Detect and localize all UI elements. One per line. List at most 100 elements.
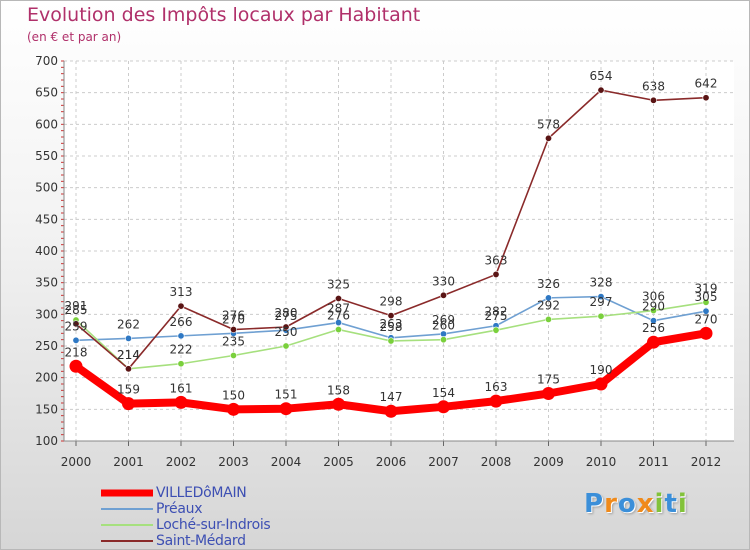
data-point-saint-m-dard bbox=[387, 312, 395, 320]
x-tick-label: 2009 bbox=[533, 455, 564, 469]
data-label-villed-main: 163 bbox=[485, 380, 508, 394]
logo-letter: o bbox=[617, 489, 637, 519]
data-label-pr-aux: 328 bbox=[590, 276, 613, 290]
y-tick-label: 450 bbox=[35, 212, 58, 226]
data-point-villed-main bbox=[437, 400, 450, 414]
data-label-saint-m-dard: 313 bbox=[170, 285, 193, 299]
data-label-pr-aux: 270 bbox=[222, 312, 245, 326]
data-label-loch-sur-indrois: 258 bbox=[380, 320, 403, 334]
data-label-saint-m-dard: 654 bbox=[590, 69, 613, 83]
data-point-villed-main bbox=[122, 397, 135, 411]
x-tick-label: 2001 bbox=[113, 455, 144, 469]
legend-swatch-villedomain bbox=[101, 489, 153, 497]
data-label-loch-sur-indrois: 292 bbox=[537, 298, 560, 312]
data-point-loch-sur-indrois bbox=[492, 326, 500, 334]
data-label-pr-aux: 263 bbox=[380, 317, 403, 331]
data-point-pr-aux bbox=[125, 334, 133, 342]
data-label-pr-aux: 290 bbox=[642, 300, 665, 314]
x-tick-label: 2010 bbox=[586, 455, 617, 469]
x-tick-label: 2011 bbox=[638, 455, 669, 469]
data-point-saint-m-dard bbox=[230, 326, 238, 334]
y-tick-label: 200 bbox=[35, 371, 58, 385]
data-point-saint-m-dard bbox=[125, 365, 133, 373]
data-point-loch-sur-indrois bbox=[230, 351, 238, 359]
data-label-loch-sur-indrois: 297 bbox=[590, 295, 613, 309]
plot-area bbox=[64, 61, 734, 441]
data-point-pr-aux bbox=[649, 317, 657, 325]
x-tick-label: 2004 bbox=[271, 455, 302, 469]
data-point-loch-sur-indrois bbox=[387, 337, 395, 345]
x-tick-label: 2012 bbox=[691, 455, 722, 469]
data-point-saint-m-dard bbox=[544, 134, 552, 142]
y-tick-label: 150 bbox=[35, 402, 58, 416]
data-point-loch-sur-indrois bbox=[702, 298, 710, 306]
chart-subtitle: (en € et par an) bbox=[27, 30, 122, 44]
y-tick-label: 500 bbox=[35, 181, 58, 195]
x-tick-label: 2003 bbox=[218, 455, 249, 469]
data-point-saint-m-dard bbox=[334, 294, 342, 302]
data-label-loch-sur-indrois: 319 bbox=[695, 281, 718, 295]
proxiti-logo: Proxiti bbox=[584, 489, 688, 519]
data-label-saint-m-dard: 276 bbox=[222, 309, 245, 323]
y-tick-label: 300 bbox=[35, 307, 58, 321]
data-label-saint-m-dard: 298 bbox=[380, 295, 403, 309]
data-label-saint-m-dard: 642 bbox=[695, 77, 718, 91]
data-label-villed-main: 175 bbox=[537, 373, 560, 387]
data-point-saint-m-dard bbox=[439, 291, 447, 299]
data-label-villed-main: 159 bbox=[117, 383, 140, 397]
data-point-pr-aux bbox=[334, 319, 342, 327]
data-point-pr-aux bbox=[544, 294, 552, 302]
data-label-pr-aux: 305 bbox=[695, 290, 718, 304]
data-label-pr-aux: 326 bbox=[537, 277, 560, 291]
x-tick-label: 2002 bbox=[166, 455, 197, 469]
data-label-loch-sur-indrois: 250 bbox=[275, 325, 298, 339]
chart-title: Evolution des Impôts locaux par Habitant bbox=[27, 4, 421, 26]
data-point-saint-m-dard bbox=[597, 86, 605, 94]
data-point-saint-m-dard bbox=[649, 96, 657, 104]
data-point-loch-sur-indrois bbox=[282, 342, 290, 350]
data-label-pr-aux: 259 bbox=[65, 319, 88, 333]
data-label-pr-aux: 266 bbox=[170, 315, 193, 329]
data-label-villed-main: 256 bbox=[642, 321, 665, 335]
y-tick-label: 250 bbox=[35, 339, 58, 353]
data-point-villed-main bbox=[699, 326, 713, 340]
data-label-saint-m-dard: 280 bbox=[275, 306, 298, 320]
data-point-saint-m-dard bbox=[702, 94, 710, 102]
data-point-saint-m-dard bbox=[282, 323, 290, 331]
data-label-loch-sur-indrois: 275 bbox=[485, 309, 508, 323]
data-label-loch-sur-indrois: 306 bbox=[642, 290, 665, 304]
data-point-loch-sur-indrois bbox=[177, 360, 185, 368]
data-label-villed-main: 150 bbox=[222, 388, 245, 402]
data-point-loch-sur-indrois bbox=[334, 326, 342, 334]
data-point-villed-main bbox=[174, 395, 188, 409]
data-point-saint-m-dard bbox=[72, 320, 80, 328]
data-label-saint-m-dard: 325 bbox=[327, 278, 350, 292]
y-tick-label: 600 bbox=[35, 117, 58, 131]
y-tick-label: 550 bbox=[35, 149, 58, 163]
data-point-saint-m-dard bbox=[492, 270, 500, 278]
data-point-villed-main bbox=[594, 377, 608, 391]
data-point-villed-main bbox=[647, 335, 660, 349]
data-point-pr-aux bbox=[597, 293, 605, 301]
data-point-pr-aux bbox=[702, 307, 710, 315]
data-point-villed-main bbox=[69, 359, 83, 373]
y-tick-label: 350 bbox=[35, 276, 58, 290]
x-tick-label: 2008 bbox=[481, 455, 512, 469]
y-tick-label: 650 bbox=[35, 86, 58, 100]
data-label-loch-sur-indrois: 235 bbox=[222, 335, 245, 349]
logo-letter: i bbox=[677, 489, 688, 519]
data-label-pr-aux: 287 bbox=[327, 302, 350, 316]
data-point-loch-sur-indrois bbox=[597, 312, 605, 320]
data-label-loch-sur-indrois: 214 bbox=[117, 348, 140, 362]
data-point-pr-aux bbox=[177, 332, 185, 340]
legend-swatch-saint-medard bbox=[101, 540, 153, 542]
data-label-loch-sur-indrois: 291 bbox=[65, 299, 88, 313]
data-label-pr-aux: 262 bbox=[117, 317, 140, 331]
data-label-saint-m-dard: 363 bbox=[485, 253, 508, 267]
logo-letter: i bbox=[654, 489, 665, 519]
data-point-villed-main bbox=[542, 387, 555, 400]
data-point-saint-m-dard bbox=[177, 302, 185, 310]
data-label-villed-main: 161 bbox=[170, 381, 193, 395]
legend-swatch-preaux bbox=[101, 508, 153, 510]
